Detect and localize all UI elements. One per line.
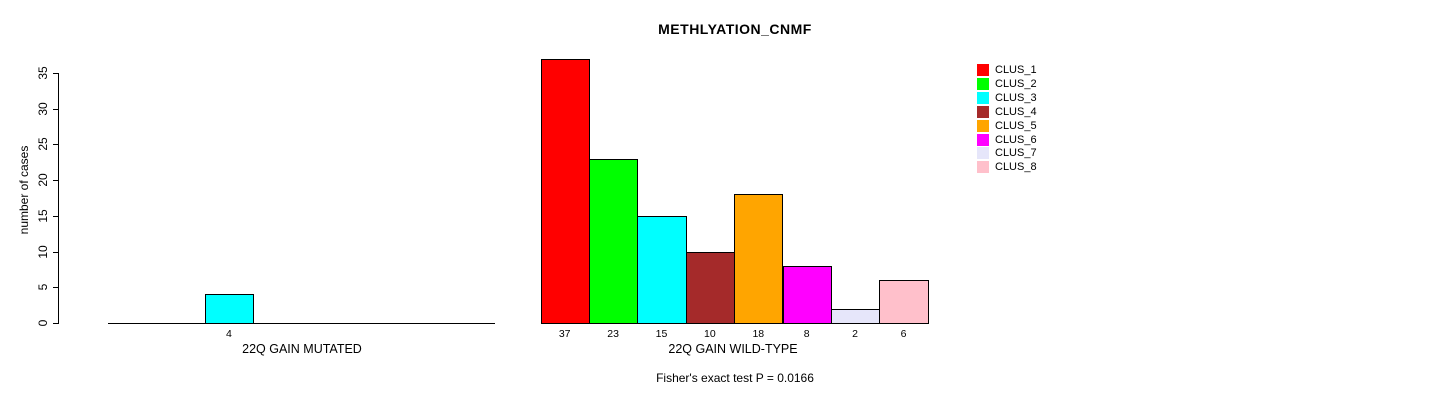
legend-swatch-clus_2 [977,77,989,90]
bar-clus_3 [204,294,255,324]
bar-value-label: 10 [704,328,716,340]
y-tick-mark [53,108,58,110]
bar-clus_7 [830,308,881,324]
bar-clus_6 [782,265,832,324]
legend-label-clus_1: CLUS_1 [995,64,1037,76]
y-tick-label: 10 [36,244,50,259]
y-tick-label: 20 [36,173,50,187]
group-label-wildtype: 22Q GAIN WILD-TYPE [668,342,798,356]
bar-clus_5 [734,194,784,324]
group-label-mutated: 22Q GAIN MUTATED [242,342,362,356]
legend-swatch-clus_8 [977,161,989,174]
legend-swatch-clus_3 [977,91,989,104]
bar-clus_2 [588,158,639,324]
legend-label-clus_7: CLUS_7 [995,147,1037,160]
y-tick-mark [53,287,58,289]
bar-value-label: 4 [226,328,232,340]
fisher-test-annotation: Fisher's exact test P = 0.0166 [656,371,814,385]
legend-swatch-clus_6 [977,133,989,146]
legend-label-clus_2: CLUS_2 [995,77,1037,90]
legend-swatch-clus_1 [977,64,989,76]
y-tick-mark [53,144,58,146]
bar-value-label: 8 [803,328,810,340]
y-tick-label: 30 [36,102,50,116]
bar-clus_8 [879,280,929,324]
y-axis-line [58,73,59,324]
bar-value-label: 23 [607,328,619,340]
legend-label-clus_5: CLUS_5 [995,119,1037,132]
y-tick-label: 5 [36,283,50,291]
y-axis-label: number of cases [17,145,31,235]
legend-label-clus_3: CLUS_3 [995,91,1037,104]
bar-value-label: 18 [752,328,765,340]
y-tick-label: 35 [36,66,50,80]
bar-value-label: 37 [558,328,571,340]
y-tick-label: 0 [36,319,50,327]
y-tick-mark [53,73,58,74]
chart-title: METHLYATION_CNMF [658,21,812,37]
bar-value-label: 6 [900,328,907,340]
legend-swatch-clus_4 [977,105,989,118]
y-tick-label: 15 [36,209,50,223]
bar-clus_4 [685,251,736,324]
y-tick-mark [53,323,58,324]
bar-clus_3 [637,215,687,324]
y-tick-mark [53,215,58,217]
y-tick-mark [53,251,58,253]
legend-label-clus_8: CLUS_8 [995,161,1037,174]
mutated-panel-axis-line [108,323,495,324]
y-tick-label: 25 [36,137,50,152]
legend-swatch-clus_5 [977,119,989,132]
bar-clus_1 [540,58,590,324]
y-tick-mark [53,180,58,182]
bar-value-label: 2 [852,328,859,340]
bar-value-label: 15 [655,328,668,340]
legend-label-clus_4: CLUS_4 [995,105,1037,118]
legend-swatch-clus_7 [977,147,989,160]
legend-label-clus_6: CLUS_6 [995,133,1037,146]
